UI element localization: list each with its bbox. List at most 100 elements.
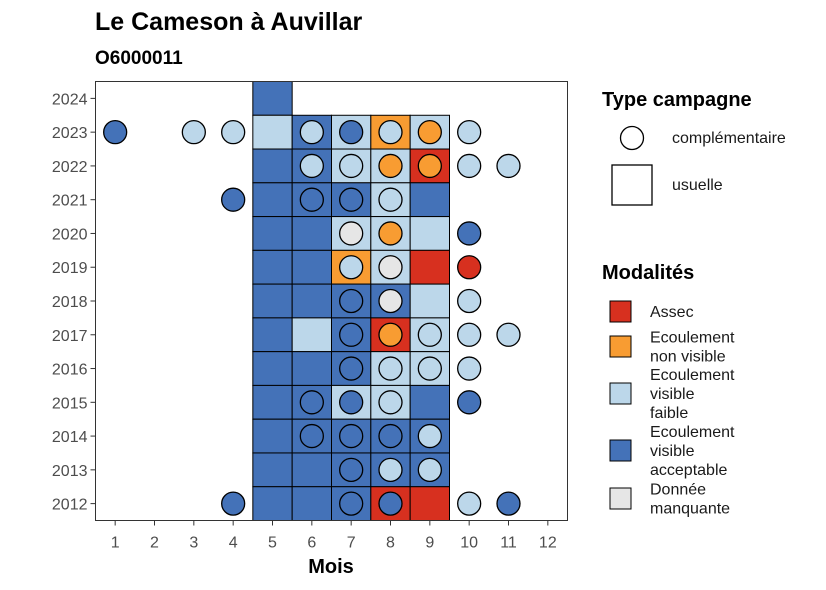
tile-2020-9 <box>409 216 450 251</box>
x-tick-label: 2 <box>150 535 159 552</box>
point-2020-10 <box>457 221 482 246</box>
y-tick-label: 2024 <box>52 91 88 108</box>
point-2019-8 <box>378 255 403 280</box>
y-tick-label: 2018 <box>52 294 88 311</box>
point-2012-8 <box>378 491 403 516</box>
tile-2018-9 <box>409 283 450 319</box>
tile-2021-5 <box>252 182 293 218</box>
tile-2018-5 <box>252 283 293 319</box>
point-2014-8 <box>378 423 403 449</box>
point-2022-6 <box>299 153 324 179</box>
point-2014-7 <box>339 423 364 449</box>
tile-2013-5 <box>252 452 293 488</box>
y-tick-label: 2017 <box>52 328 88 345</box>
point-2023-1 <box>103 120 128 145</box>
legend-type-label: usuelle <box>672 177 723 194</box>
x-tick-label: 8 <box>386 535 395 552</box>
point-2020-8 <box>378 221 403 246</box>
tile-2022-5 <box>252 148 293 184</box>
y-tick-label: 2015 <box>52 395 88 412</box>
tile-2023-5 <box>252 114 293 150</box>
legend-modalite-label: visible <box>650 443 695 460</box>
y-tick-label: 2022 <box>52 159 88 176</box>
point-2015-10 <box>457 390 482 415</box>
point-2018-8 <box>378 288 403 314</box>
legend-modalite-label: Assec <box>650 304 694 321</box>
point-2019-10 <box>457 255 482 280</box>
tile-2018-6 <box>291 283 332 319</box>
tile-2021-9 <box>409 182 450 218</box>
legend-modalite-label: visible <box>650 386 695 403</box>
point-2012-4 <box>221 491 246 516</box>
point-2017-9 <box>417 322 442 347</box>
point-2020-7 <box>339 221 364 246</box>
x-tick-label: 11 <box>500 535 517 552</box>
x-tick-label: 3 <box>189 535 198 552</box>
tile-2019-5 <box>252 249 293 285</box>
x-tick-label: 9 <box>425 535 434 552</box>
point-2012-11 <box>496 491 521 516</box>
point-2022-11 <box>496 153 521 179</box>
point-2023-7 <box>339 120 364 145</box>
y-tick-label: 2021 <box>52 193 88 210</box>
tile-2014-5 <box>252 418 293 454</box>
legend-swatch-ecoulement_non_visible <box>609 335 632 358</box>
y-tick-label: 2023 <box>52 125 88 142</box>
point-2013-9 <box>417 457 442 482</box>
legend-modalite-label: manquante <box>650 501 730 518</box>
tile-2015-9 <box>409 384 450 420</box>
point-2018-10 <box>457 288 482 314</box>
x-tick-label: 1 <box>111 535 120 552</box>
complementaire-points <box>103 120 521 516</box>
point-2013-7 <box>339 457 364 482</box>
tile-2019-9 <box>409 249 450 285</box>
x-tick-label: 12 <box>539 535 557 552</box>
chart-subtitle: O6000011 <box>95 48 183 69</box>
tile-2017-6 <box>291 317 332 353</box>
point-2014-9 <box>417 423 442 449</box>
tile-2012-5 <box>252 486 293 522</box>
legend-square-key <box>611 164 653 206</box>
legend-swatch-ecoulement_visible_acceptable <box>609 439 632 462</box>
tile-2020-6 <box>291 216 332 251</box>
point-2021-4 <box>221 187 246 212</box>
point-2017-7 <box>339 322 364 347</box>
x-tick-label: 6 <box>307 535 316 552</box>
tile-2016-5 <box>252 351 293 386</box>
tile-2020-5 <box>252 216 293 251</box>
point-2015-7 <box>339 390 364 415</box>
point-2016-9 <box>417 356 442 381</box>
legend-modalite-label: acceptable <box>650 462 727 479</box>
legend-swatch-donnee_manquante <box>609 487 632 510</box>
tile-2012-6 <box>291 486 332 522</box>
point-2023-10 <box>457 120 482 145</box>
y-tick-label: 2019 <box>52 260 88 277</box>
point-2023-3 <box>181 120 206 145</box>
y-axis: 2012 2013 2014 2015 2016 2017 2018 2019 2020 2021… <box>52 91 96 514</box>
x-axis-title: Mois <box>308 556 354 578</box>
point-2021-6 <box>299 187 324 212</box>
y-tick-label: 2013 <box>52 463 88 480</box>
tile-2013-6 <box>291 452 332 488</box>
point-2022-8 <box>378 153 403 179</box>
legend-modalite-label: non visible <box>650 349 726 366</box>
tile-2012-9 <box>409 486 450 522</box>
legend-type-title: Type campagne <box>602 89 752 111</box>
legend-type-campagne: Type campagne complémentaire usuelle <box>602 89 786 206</box>
tile-2016-6 <box>291 351 332 386</box>
point-2012-7 <box>339 491 364 516</box>
tile-2017-5 <box>252 317 293 353</box>
x-tick-label: 4 <box>229 535 238 552</box>
point-2021-7 <box>339 187 364 212</box>
x-axis: 1 2 3 4 5 6 7 8 9 10 11 12 <box>111 520 557 552</box>
x-tick-label: 5 <box>268 535 277 552</box>
legend-swatch-assec <box>609 300 632 323</box>
point-2021-8 <box>378 187 403 212</box>
tile-2019-6 <box>291 249 332 285</box>
y-tick-label: 2014 <box>52 429 88 446</box>
x-tick-label: 7 <box>347 535 356 552</box>
legend-modalites-title: Modalités <box>602 262 694 284</box>
point-2016-10 <box>457 356 482 381</box>
legend-modalite-label: Ecoulement <box>650 330 735 347</box>
chart-title: Le Cameson à Auvillar <box>95 8 362 36</box>
